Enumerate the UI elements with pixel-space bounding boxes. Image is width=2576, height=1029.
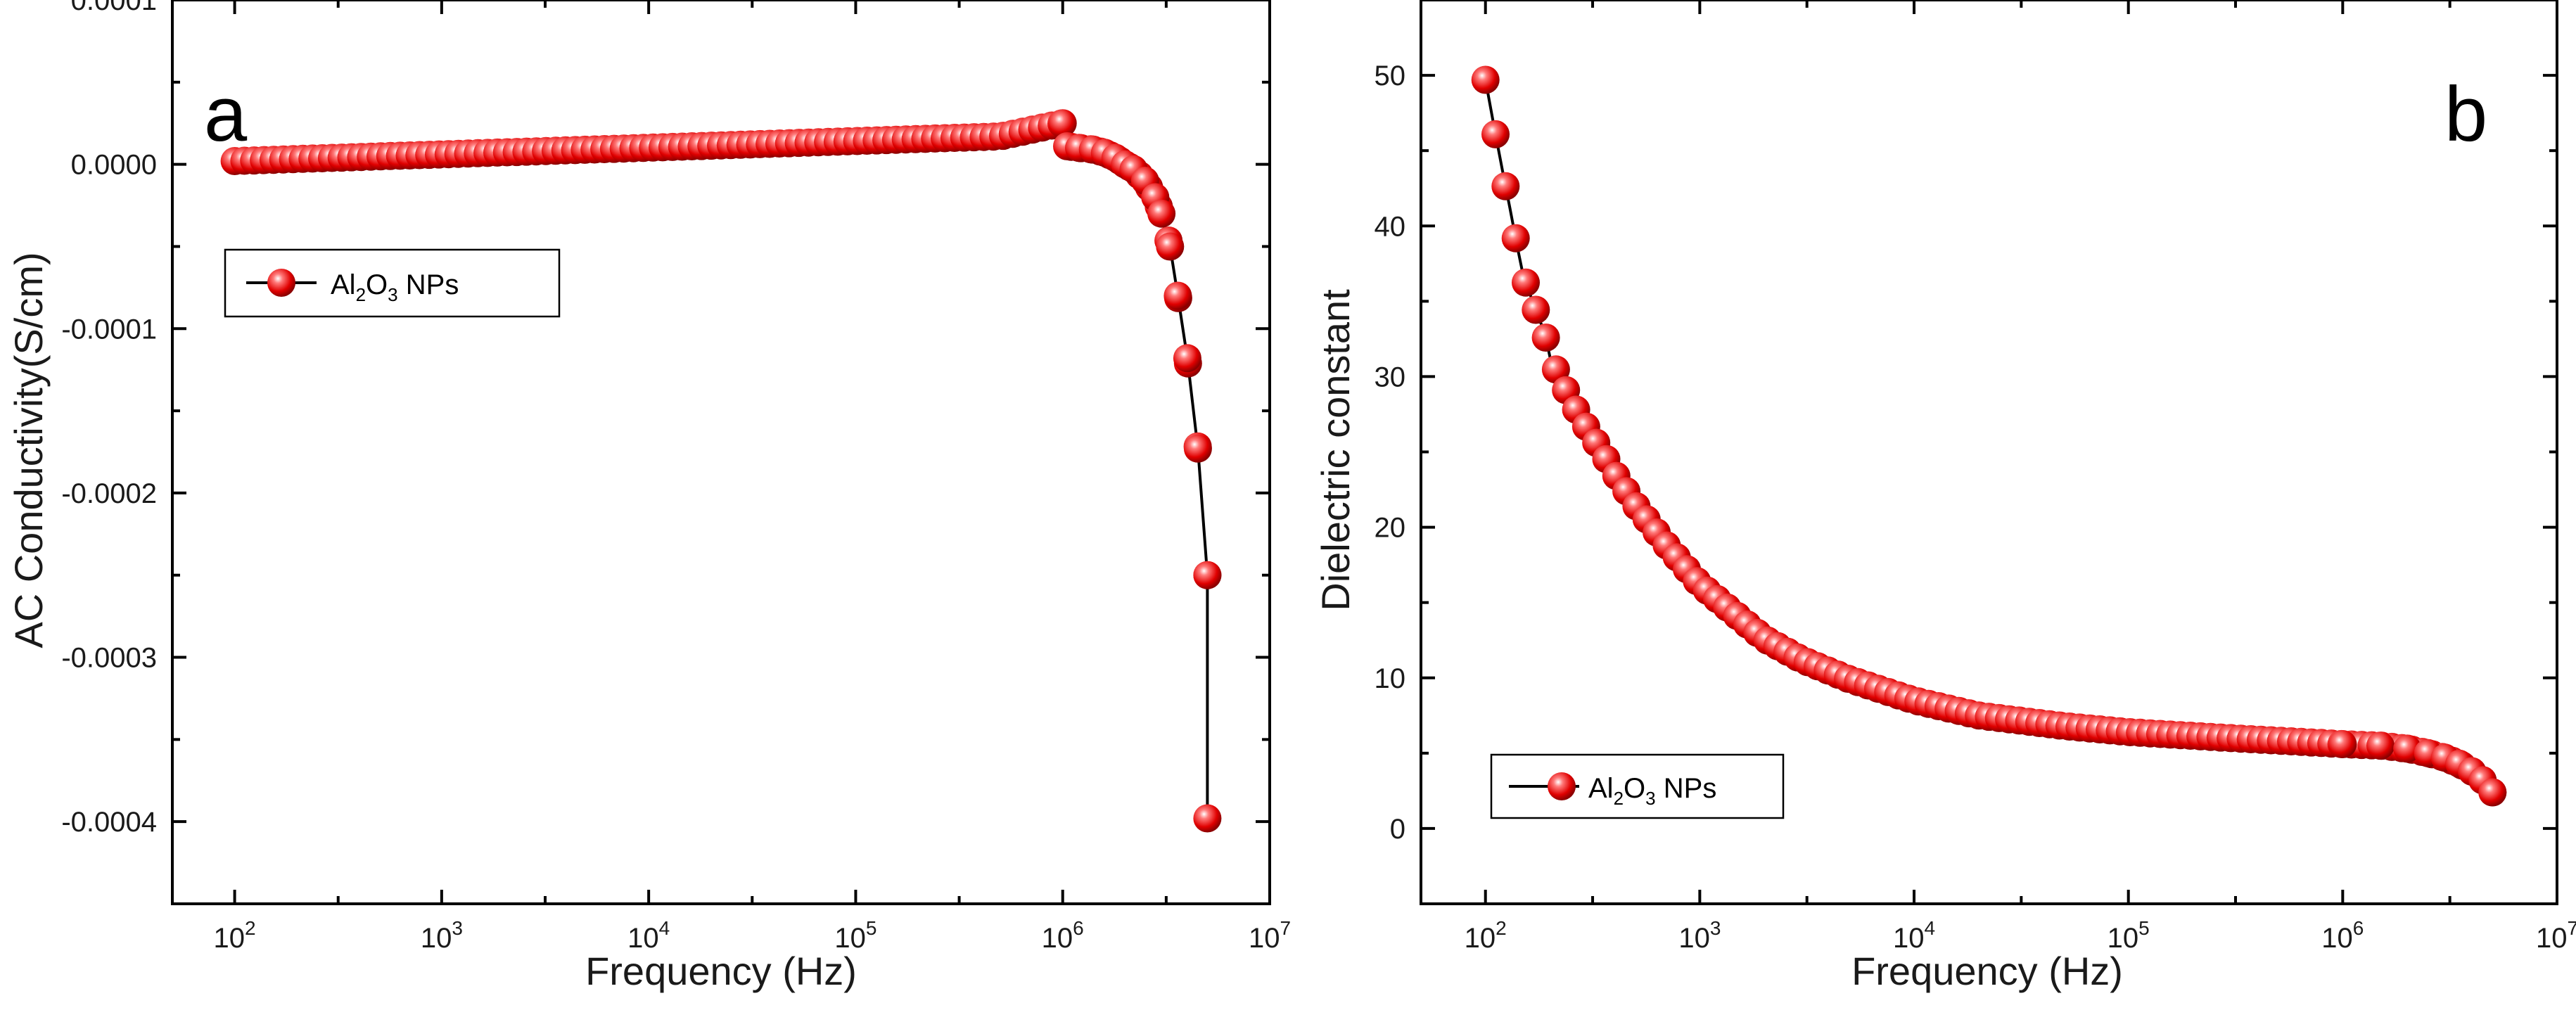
panel-b-series-al2o3 [1471,65,2507,807]
panel-b-data-point-sampled [2478,778,2507,807]
panel-b-y-axis: 0 10 20 30 40 50 [1375,60,2557,845]
panel-b-x-tick-label-1: 103 [1678,917,1721,954]
panel-b-data-point [1522,295,1550,324]
panel-a-y-tick-label-2: -0.0001 [61,314,157,345]
panel-b-data-point [1531,324,1560,352]
panel-a-x-tick-label-3: 105 [834,917,876,954]
panel-b-x-axis-title: Frequency (Hz) [1851,949,2123,993]
panel-a-data-point-sampled [1183,434,1212,463]
panel-a-chart: a 0.0001 0.0000 -0.0001 -0.0002 -0.0003 -0.00… [6,0,1291,993]
panel-b-data-point [1512,268,1540,297]
panel-a-legend: Al2O3 NPs [224,248,561,318]
panel-b-x-tick-label-5: 107 [2536,917,2576,954]
panel-b-letter: b [2444,71,2487,158]
panel-a-x-tick-label-4: 106 [1042,917,1084,954]
panel-b-legend-marker [1548,772,1576,800]
panel-b-x-tick-label-3: 105 [2108,917,2150,954]
panel-a-series-line-0 [234,121,1209,819]
panel-a-data-point-sampled [1147,199,1176,228]
panel-b-data-point [1501,224,1530,253]
panel-b-x-tick-label-4: 106 [2321,917,2364,954]
panel-b-data-point-sampled [2328,730,2357,758]
panel-a-y-tick-label-5: -0.0004 [61,807,157,838]
panel-a-y-tick-label-3: -0.0002 [61,478,157,509]
panel-b-x-tick-label-0: 102 [1465,917,1507,954]
panel-b-legend: Al2O3 NPs [1490,753,1785,819]
panel-b-y-axis-title: Dielectric constant [1313,289,1358,611]
panel-a-legend-marker [267,269,295,297]
panel-a-data-point-sampled [1163,281,1192,310]
panel-a-x-tick-label-2: 104 [627,917,670,954]
panel-a-y-tick-label-4: -0.0003 [61,643,157,674]
panel-b-y-tick-label-5: 50 [1375,60,1406,91]
panel-a-data-point-sampled [1048,109,1077,138]
panel-a-x-axis-title: Frequency (Hz) [585,949,857,993]
panel-b-data-point [1481,120,1510,148]
panel-b-x-tick-label-2: 104 [1893,917,1935,954]
panel-a-x-tick-label-5: 107 [1249,917,1291,954]
panel-b-series-line-0 [1484,79,2494,793]
panel-a-data-point-sampled [1193,561,1222,589]
panel-a-data-point-sampled [1173,344,1201,373]
panel-b-y-tick-label-3: 30 [1375,362,1406,392]
panel-b-y-tick-label-2: 20 [1375,513,1406,544]
panel-b-x-axis: 102 103 104 105 106 107 [1465,0,2576,954]
panel-b-y-tick-label-1: 10 [1375,663,1406,694]
panel-a-letter: a [204,71,248,158]
panel-a-y-axis: 0.0001 0.0000 -0.0001 -0.0002 -0.0003 -0.0004 [61,0,1270,838]
panel-b-legend-label: Al2O3 NPs [1588,773,1716,809]
panel-a-legend-label: Al2O3 NPs [331,269,459,305]
panel-a-plot-frame [171,0,1271,905]
panel-a-x-tick-label-0: 102 [214,917,256,954]
panel-b-data-point [1491,172,1520,200]
panel-a-y-tick-label-1: 0.0000 [71,150,157,181]
panel-b-y-tick-label-0: 0 [1390,814,1405,845]
panel-b-data-point-sampled [2366,731,2395,760]
panel-b-chart: b 0 10 20 30 40 50 102 103 104 105 106 107 Al2O3 N… [1313,0,2576,993]
panel-a-data-point-sampled [1156,232,1185,261]
panel-a-series-al2o3 [220,109,1222,833]
panel-a-x-tick-label-1: 103 [421,917,463,954]
panel-a-y-tick-label-0: 0.0001 [71,0,157,16]
panel-b-data-point [1471,65,1500,94]
panel-a-y-axis-title: AC Conductivity(S/cm) [6,252,51,648]
panel-a-data-point-sampled [1193,804,1222,833]
panel-a-x-axis: 102 103 104 105 106 107 [214,0,1291,954]
panel-b-y-tick-label-4: 40 [1375,211,1406,242]
